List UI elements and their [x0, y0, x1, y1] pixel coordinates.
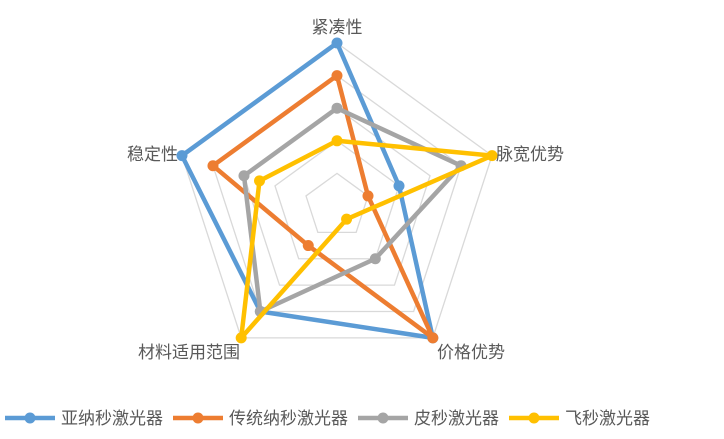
- series-3: [238, 102, 467, 317]
- data-point-1: [331, 70, 343, 82]
- data-point-5: [253, 175, 265, 187]
- data-point-2: [486, 150, 498, 162]
- legend-label: 传统纳秒激光器: [229, 409, 348, 429]
- legend-label: 皮秒激光器: [414, 409, 499, 429]
- legend-marker: [377, 412, 389, 424]
- axis-label-1: 紧凑性: [312, 18, 363, 38]
- axis-label-2: 脉宽优势: [496, 145, 564, 165]
- series-line: [179, 40, 436, 341]
- data-point-3: [341, 213, 353, 225]
- data-point-4: [302, 240, 314, 252]
- series-4: [235, 135, 498, 344]
- legend-label: 亚纳秒激光器: [61, 409, 163, 429]
- data-point-2: [362, 190, 374, 202]
- series-line: [210, 73, 436, 341]
- legend-item-4: 飞秒激光器: [509, 409, 650, 429]
- legend-marker: [24, 412, 36, 424]
- chart-legend: 亚纳秒激光器 传统纳秒激光器 皮秒激光器 飞秒激光器: [5, 409, 650, 429]
- series-line: [241, 105, 464, 314]
- legend-item-3: 皮秒激光器: [358, 409, 499, 429]
- legend-item-2: 传统纳秒激光器: [173, 409, 348, 429]
- grid-ring-1: [305, 172, 369, 234]
- data-point-1: [331, 135, 343, 147]
- grid-ring-2: [274, 139, 400, 260]
- series-line: [238, 138, 495, 341]
- data-point-5: [238, 170, 250, 182]
- legend-item-1: 亚纳秒激光器: [5, 409, 163, 429]
- axis-label-5: 稳定性: [127, 145, 178, 165]
- grid-ring-5: [181, 42, 493, 339]
- data-point-3: [427, 332, 439, 344]
- data-point-4: [235, 332, 247, 344]
- series-2: [207, 70, 439, 344]
- data-point-1: [331, 102, 343, 114]
- legend-marker: [192, 412, 204, 424]
- data-point-5: [207, 160, 219, 172]
- data-point-1: [331, 37, 343, 49]
- data-point-3: [369, 253, 381, 265]
- data-point-2: [393, 180, 405, 192]
- radar-series-layer: [176, 37, 498, 344]
- axis-label-4: 材料适用范围: [138, 343, 240, 363]
- legend-label: 飞秒激光器: [565, 409, 650, 429]
- data-point-5: [176, 150, 188, 162]
- legend-marker: [528, 412, 540, 424]
- radar-grid: [181, 42, 493, 339]
- series-1: [176, 37, 439, 344]
- axis-label-3: 价格优势: [437, 343, 505, 363]
